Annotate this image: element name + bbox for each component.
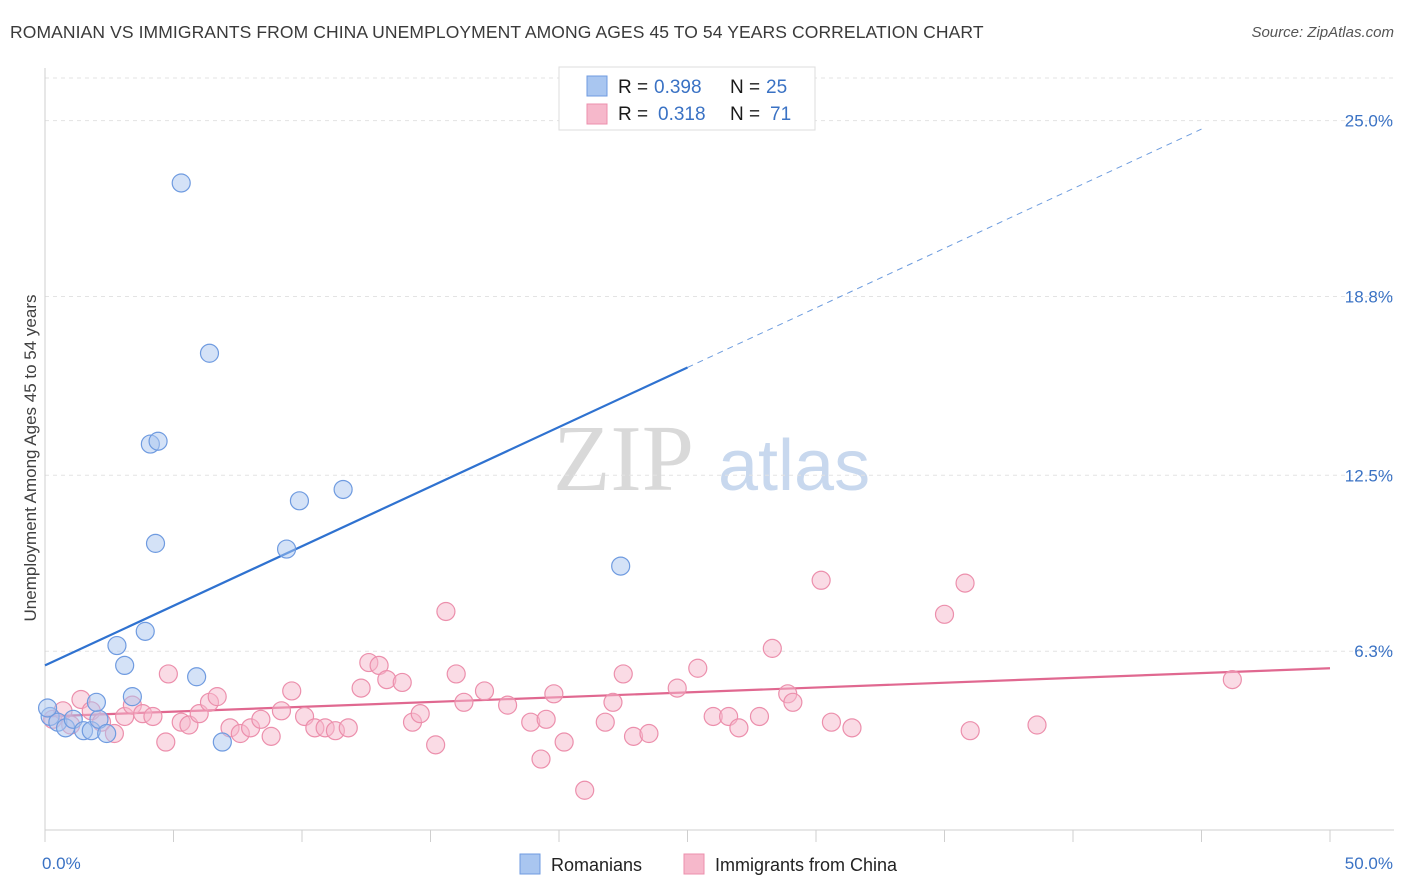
point-china-65 [842, 718, 862, 738]
point-romanians-23 [611, 556, 631, 576]
point-romanians-14 [145, 533, 166, 553]
legend-n-label-1: N = [730, 77, 760, 98]
point-romanians-11 [122, 687, 142, 707]
point-china-29 [338, 718, 358, 738]
point-china-51 [613, 664, 633, 684]
point-china-22 [261, 726, 281, 746]
axes [44, 68, 1394, 842]
point-romanians-24 [37, 698, 58, 718]
point-china-34 [392, 672, 412, 693]
point-china-67 [955, 573, 975, 593]
point-romanians-20 [276, 539, 297, 559]
point-china-68 [960, 721, 980, 741]
point-china-47 [554, 732, 574, 752]
y-tick-label-3: 25.0% [1345, 112, 1393, 131]
point-china-70 [1222, 669, 1242, 690]
stats-legend: R = 0.398 N = 25 R = 0.318 N = 71 [558, 66, 816, 131]
trend-extension-romanians [687, 128, 1202, 368]
point-china-54 [667, 678, 687, 698]
point-china-17 [207, 687, 227, 707]
watermark-atlas: atlas [718, 426, 870, 506]
trend-lines [44, 128, 1331, 718]
point-romanians-10 [115, 655, 135, 676]
series-legend-label-china: Immigrants from China [715, 855, 898, 875]
legend-r-value-2: 0.318 [658, 104, 706, 125]
point-romanians-22 [333, 479, 353, 500]
legend-n-value-1: 25 [766, 77, 787, 98]
point-romanians-16 [171, 173, 191, 193]
point-china-36 [410, 704, 430, 724]
legend-r-label-2: R = [618, 104, 648, 125]
point-romanians-8 [97, 723, 117, 744]
point-china-10 [143, 706, 163, 727]
point-china-69 [1027, 715, 1047, 735]
x-tick-labels: 0.0% 50.0% [42, 854, 1393, 873]
y-tick-labels: 6.3% 12.5% 18.8% 25.0% [1345, 112, 1393, 662]
point-china-30 [351, 678, 371, 698]
point-romanians-18 [199, 343, 220, 363]
point-china-40 [454, 692, 474, 712]
legend-r-label-1: R = [618, 77, 648, 98]
point-china-59 [749, 706, 770, 727]
point-china-24 [282, 681, 302, 701]
point-china-11 [156, 732, 176, 752]
point-china-37 [426, 735, 446, 755]
point-china-38 [436, 601, 456, 622]
point-china-63 [811, 570, 831, 590]
trend-line-china [44, 667, 1331, 718]
point-china-46 [544, 684, 564, 704]
point-china-39 [446, 664, 466, 684]
series-legend-swatch-romanians [519, 853, 541, 875]
legend-n-value-2: 71 [770, 104, 791, 125]
x-tick-label-0: 0.0% [42, 854, 81, 873]
point-china-48 [575, 780, 595, 800]
point-romanians-21 [289, 491, 310, 511]
data-points [37, 173, 1242, 800]
point-romanians-9 [107, 635, 127, 656]
legend-swatch-china [586, 103, 608, 125]
y-tick-label-1: 12.5% [1345, 466, 1393, 485]
point-china-66 [934, 604, 955, 624]
point-china-42 [498, 695, 518, 715]
series-legend: Romanians Immigrants from China [519, 853, 898, 875]
series-legend-swatch-china [683, 853, 705, 875]
series-legend-label-romanians: Romanians [551, 855, 642, 875]
point-china-55 [688, 658, 708, 678]
point-china-21 [251, 709, 271, 729]
y-tick-label-0: 6.3% [1354, 642, 1393, 661]
point-china-12 [158, 664, 178, 684]
point-china-50 [603, 692, 623, 712]
point-china-62 [783, 692, 803, 712]
legend-r-value-1: 0.398 [654, 77, 702, 98]
point-romanians-15 [148, 431, 168, 451]
point-china-53 [639, 723, 659, 744]
point-china-23 [271, 701, 292, 721]
chart-title: ROMANIAN VS IMMIGRANTS FROM CHINA UNEMPL… [10, 22, 984, 42]
x-tick-label-1: 50.0% [1345, 854, 1393, 873]
point-romanians-19 [212, 732, 232, 752]
source-attribution: Source: ZipAtlas.com [1251, 24, 1394, 41]
trend-line-romanians [44, 366, 688, 667]
point-china-45 [536, 709, 556, 729]
point-china-49 [595, 712, 615, 732]
y-axis-label: Unemployment Among Ages 45 to 54 years [21, 295, 40, 622]
y-tick-label-2: 18.8% [1345, 288, 1393, 307]
point-romanians-7 [86, 692, 107, 712]
point-romanians-12 [135, 621, 155, 641]
point-china-60 [762, 638, 782, 658]
grid-lines [45, 77, 1394, 652]
watermark-zip: ZIP [553, 407, 694, 511]
point-romanians-17 [187, 667, 207, 687]
legend-swatch-romanians [586, 75, 608, 97]
point-china-64 [821, 712, 842, 732]
point-china-41 [474, 681, 495, 701]
point-china-44 [531, 749, 551, 769]
point-china-58 [729, 718, 749, 738]
legend-n-label-2: N = [730, 104, 760, 125]
